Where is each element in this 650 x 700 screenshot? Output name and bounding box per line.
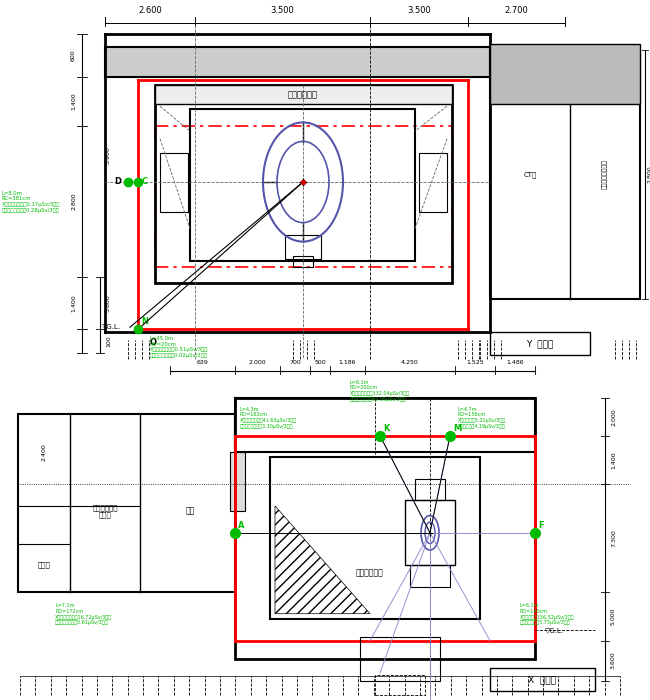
Text: L=6.1m
RO=140cm
X線照射時：156.52μSv/3月間
電子線照射時：5.75μSv/3月間: L=6.1m RO=140cm X線照射時：156.52μSv/3月間 電子線照… — [520, 603, 575, 625]
Text: 3.600: 3.600 — [611, 652, 616, 669]
Text: M: M — [453, 424, 461, 433]
Bar — [105, 47, 490, 77]
Bar — [235, 398, 535, 659]
Text: 2.800: 2.800 — [648, 166, 650, 183]
Text: N: N — [141, 317, 148, 326]
Bar — [419, 153, 447, 212]
Bar — [405, 500, 455, 565]
Bar — [230, 452, 245, 511]
Text: 2.600: 2.600 — [138, 6, 162, 15]
Text: L=6.1m
RO=200cm
X線照射時　：　332.04μSv/3月間
電子線照射時：　62.55μSv/3月間: L=6.1m RO=200cm X線照射時 ： 332.04μSv/3月間 電子… — [350, 379, 410, 402]
Text: A: A — [238, 521, 244, 530]
Text: O: O — [150, 338, 157, 347]
Text: 風除室: 風除室 — [38, 562, 51, 568]
Text: 1.400: 1.400 — [611, 452, 616, 469]
Text: リニアック室: リニアック室 — [288, 91, 318, 100]
Text: L=4.7m
RO=156cm
X線照射時：5.21μSv/3月間
電子線照射：4.19μSv/3月間: L=4.7m RO=156cm X線照射時：5.21μSv/3月間 電子線照射：… — [458, 407, 506, 429]
Text: 2.400: 2.400 — [42, 443, 47, 461]
Text: 3.900: 3.900 — [106, 146, 111, 164]
Text: 100: 100 — [106, 335, 111, 347]
Text: 待合: 待合 — [185, 507, 194, 516]
Text: 2.800: 2.800 — [71, 193, 76, 210]
Text: D: D — [114, 178, 121, 186]
Text: 2.000: 2.000 — [611, 408, 616, 426]
Text: 1.525: 1.525 — [466, 360, 484, 365]
Text: 700: 700 — [289, 360, 301, 365]
Bar — [360, 638, 440, 680]
Bar — [490, 668, 595, 692]
Text: Y  断面図: Y 断面図 — [526, 339, 554, 348]
Bar — [270, 457, 480, 619]
Bar — [293, 256, 313, 267]
Bar — [155, 85, 452, 104]
Bar — [18, 414, 235, 592]
Text: 2.000: 2.000 — [249, 360, 266, 365]
Bar — [415, 479, 445, 500]
Text: L=8.0m
RC=381cm
X線照射時　：　0.17μSv/3月間
電子線照射時：　0.28μSv/3月間: L=8.0m RC=381cm X線照射時 ： 0.17μSv/3月間 電子線照… — [2, 190, 60, 213]
Text: 600: 600 — [71, 50, 76, 61]
Bar — [375, 676, 425, 694]
Text: L=45.0m
RO=20cm
X線照射時　：　0.51μSv/3月間
電子線照射時：　0.02μSv/3月間: L=45.0m RO=20cm X線照射時 ： 0.51μSv/3月間 電子線照… — [150, 336, 209, 358]
Text: X  断面図: X 断面図 — [528, 675, 556, 684]
Text: 3.500: 3.500 — [270, 6, 294, 15]
Text: 1.400: 1.400 — [71, 295, 76, 312]
Bar — [490, 50, 640, 299]
Bar — [285, 235, 321, 259]
Text: 7.300: 7.300 — [611, 529, 616, 547]
Text: リニアック室: リニアック室 — [356, 568, 384, 578]
Text: 5.000: 5.000 — [611, 608, 616, 625]
Bar — [410, 565, 450, 587]
Text: 3.600: 3.600 — [106, 295, 111, 312]
Text: K: K — [383, 424, 389, 433]
Text: 1.486: 1.486 — [506, 360, 524, 365]
Text: ▽G.L.: ▽G.L. — [102, 323, 121, 329]
Text: F: F — [538, 521, 543, 530]
Bar — [490, 44, 640, 104]
Text: L=7.1m
RO=172cm
X線照射時　：　16.72μSv/3月間
電子線照射時：　0.61μSv/3月間: L=7.1m RO=172cm X線照射時 ： 16.72μSv/3月間 電子線… — [55, 603, 112, 625]
Text: エントランス
ホール: エントランス ホール — [92, 504, 118, 519]
Text: 2.700: 2.700 — [504, 6, 528, 15]
Text: L=4.3m
RO=162cm
X線照射時　：　41.63μSv/3月間
電子線照射時：　3.30μSv/3月間: L=4.3m RO=162cm X線照射時 ： 41.63μSv/3月間 電子線… — [240, 407, 297, 429]
Bar — [235, 398, 535, 452]
Text: 4.250: 4.250 — [401, 360, 419, 365]
Text: ▽G.L.: ▽G.L. — [545, 627, 564, 633]
Bar — [160, 153, 188, 212]
Text: C: C — [142, 178, 148, 186]
Text: 1.186: 1.186 — [339, 360, 356, 365]
Bar — [490, 332, 590, 356]
Bar — [190, 109, 415, 261]
Text: 500: 500 — [314, 360, 326, 365]
Text: 3.500: 3.500 — [407, 6, 431, 15]
Text: 1.400: 1.400 — [71, 92, 76, 110]
Text: 639: 639 — [196, 360, 209, 365]
Text: 操作・治療計画室: 操作・治療計画室 — [602, 160, 608, 190]
Bar — [155, 85, 452, 283]
Text: CT室: CT室 — [523, 171, 537, 178]
